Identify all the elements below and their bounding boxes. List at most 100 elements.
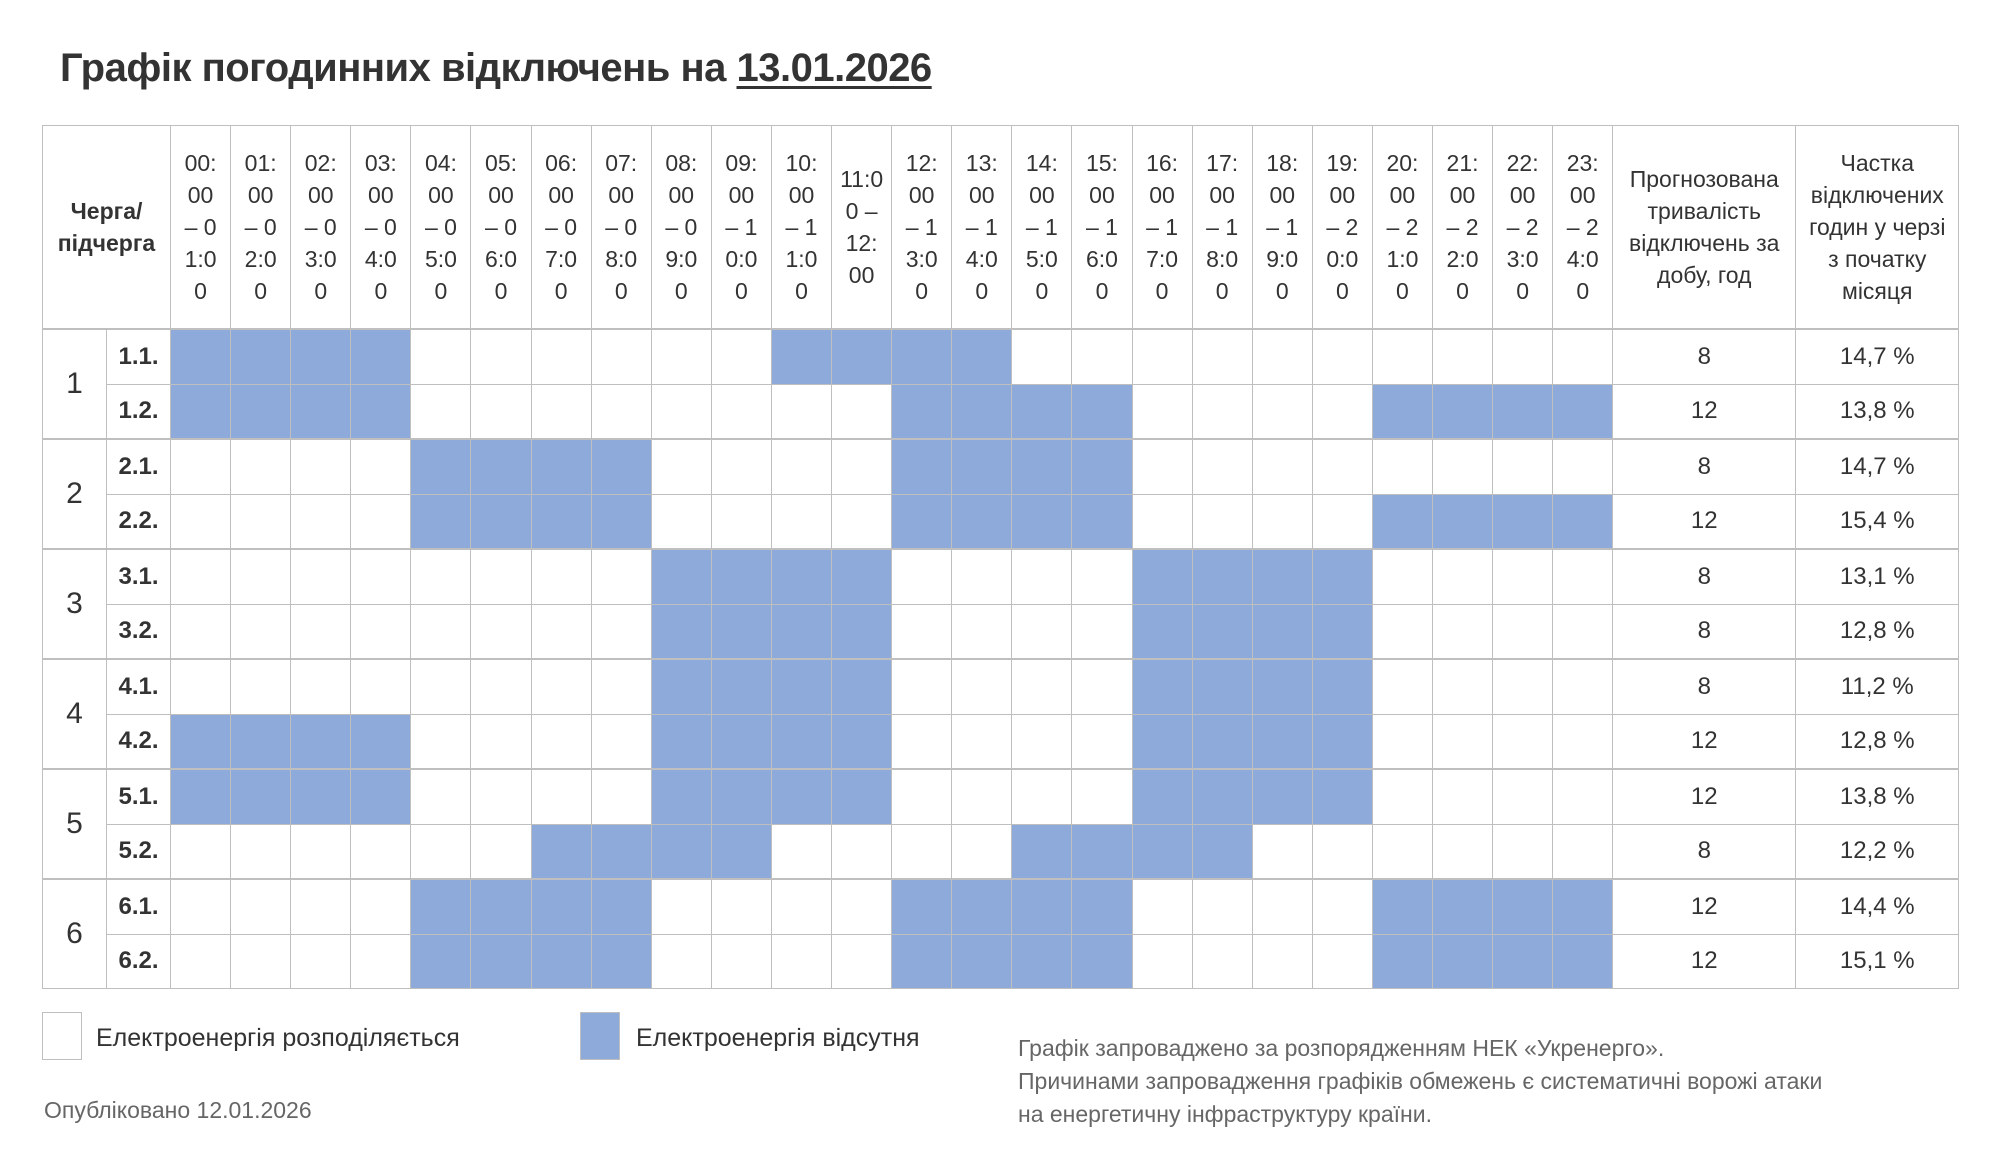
hour-cell-on bbox=[470, 548, 532, 605]
hour-cell-on bbox=[230, 438, 292, 495]
hour-cell-off bbox=[1191, 658, 1253, 715]
hour-cell-off bbox=[590, 493, 652, 550]
hour-cell-off bbox=[1311, 548, 1373, 605]
hour-cell-on bbox=[290, 548, 352, 605]
hour-header: 23:00 – 24:00 bbox=[1552, 125, 1614, 330]
hour-cell-on bbox=[590, 328, 652, 385]
hour-label: 06:00 – 07:00 bbox=[545, 150, 578, 304]
hour-cell-on bbox=[650, 438, 712, 495]
hour-cell-on bbox=[1191, 328, 1253, 385]
hour-cell-on bbox=[1371, 438, 1433, 495]
hour-cell-off bbox=[1431, 878, 1494, 935]
hour-cell-on bbox=[831, 878, 893, 935]
hour-header: 18:00 – 19:00 bbox=[1251, 125, 1313, 330]
hour-cell-on bbox=[1251, 823, 1313, 880]
hour-cell-on bbox=[530, 768, 592, 825]
legend-swatch-on bbox=[42, 1012, 82, 1060]
hour-cell-off bbox=[831, 603, 893, 660]
hour-cell-on bbox=[1311, 328, 1373, 385]
queue-number: 1 bbox=[42, 328, 107, 440]
hour-cell-on bbox=[170, 823, 232, 880]
page-title: Графік погодинних відключень на 13.01.20… bbox=[60, 46, 932, 91]
hour-cell-off bbox=[891, 493, 953, 550]
hour-cell-on bbox=[831, 438, 893, 495]
hour-header: 10:00 – 11:00 bbox=[770, 125, 833, 330]
hour-cell-off bbox=[1311, 768, 1373, 825]
hour-cell-on bbox=[410, 603, 472, 660]
hour-cell-off bbox=[1131, 823, 1193, 880]
hour-cell-off bbox=[650, 658, 712, 715]
hour-cell-on bbox=[410, 328, 472, 385]
hour-cell-on bbox=[951, 823, 1013, 880]
share-cell: 13,8 % bbox=[1795, 383, 1960, 440]
hour-cell-off bbox=[410, 878, 472, 935]
subqueue-label: 1.1. bbox=[105, 328, 172, 385]
hour-label: 22:00 – 23:00 bbox=[1506, 150, 1539, 304]
subqueue-label: 6.2. bbox=[105, 933, 172, 989]
hour-cell-on bbox=[350, 493, 412, 550]
hour-cell-off bbox=[831, 548, 893, 605]
hour-cell-on bbox=[1191, 438, 1253, 495]
queue-header: Черга/ підчерга bbox=[41, 125, 172, 330]
hour-cell-off bbox=[951, 493, 1013, 550]
hour-cell-on bbox=[831, 933, 893, 989]
hour-cell-off bbox=[891, 878, 953, 935]
hour-cell-on bbox=[1071, 768, 1133, 825]
hour-cell-off bbox=[1251, 548, 1313, 605]
hour-cell-on bbox=[1371, 658, 1433, 715]
hour-label: 00:00 – 01:00 bbox=[184, 150, 217, 304]
hour-cell-on bbox=[590, 768, 652, 825]
hour-cell-on bbox=[951, 713, 1013, 770]
queue-number: 2 bbox=[42, 438, 107, 550]
hour-cell-on bbox=[590, 658, 652, 715]
hour-cell-off bbox=[1251, 603, 1313, 660]
hour-cell-on bbox=[1431, 328, 1494, 385]
hour-cell-on bbox=[1492, 438, 1554, 495]
table-row: 4 4.1. 8 11,2 % bbox=[42, 658, 1960, 770]
hour-cell-on bbox=[1251, 933, 1313, 989]
hour-cell-off bbox=[951, 933, 1013, 989]
hour-cell-on bbox=[470, 383, 532, 440]
table-row: 2 2.1. 8 14,7 % bbox=[42, 438, 1960, 550]
hour-cell-off bbox=[1011, 878, 1073, 935]
hour-cell-on bbox=[530, 548, 592, 605]
hour-cell-off bbox=[891, 933, 953, 989]
hour-cell-on bbox=[530, 713, 592, 770]
hour-cell-on bbox=[1251, 328, 1313, 385]
hour-cell-on bbox=[1552, 548, 1614, 605]
hour-cell-off bbox=[1552, 493, 1614, 550]
hour-cell-on bbox=[891, 713, 953, 770]
hour-cell-on bbox=[1251, 383, 1313, 440]
hour-cell-off bbox=[230, 713, 292, 770]
hour-cell-on bbox=[770, 438, 833, 495]
hour-cell-on bbox=[170, 658, 232, 715]
hour-cell-off bbox=[1311, 713, 1373, 770]
hour-cell-off bbox=[1131, 658, 1193, 715]
hour-cell-off bbox=[1492, 933, 1554, 989]
hour-header: 08:00 – 09:00 bbox=[650, 125, 712, 330]
hour-cell-on bbox=[1371, 328, 1433, 385]
hour-cell-on bbox=[1071, 548, 1133, 605]
hour-cell-on bbox=[230, 603, 292, 660]
subqueue-label: 1.2. bbox=[105, 383, 172, 440]
hour-cell-on bbox=[170, 933, 232, 989]
hour-cell-on bbox=[1552, 823, 1614, 880]
hour-header: 05:00 – 06:00 bbox=[470, 125, 532, 330]
hour-cell-off bbox=[470, 933, 532, 989]
hour-cell-off bbox=[770, 658, 833, 715]
hour-cell-on bbox=[1371, 548, 1433, 605]
hour-cell-on bbox=[1431, 713, 1494, 770]
hour-cell-on bbox=[1251, 438, 1313, 495]
hour-cell-on bbox=[831, 823, 893, 880]
hour-cell-on bbox=[290, 603, 352, 660]
table-row: 6.2. 12 15,1 % bbox=[43, 933, 1960, 989]
hour-cell-off bbox=[1011, 933, 1073, 989]
hour-header: 06:00 – 07:00 bbox=[530, 125, 592, 330]
hour-cell-off bbox=[770, 328, 833, 385]
hour-cell-off bbox=[290, 768, 352, 825]
footnote: Графік запроваджено за розпорядженням НЕ… bbox=[1018, 1032, 1822, 1131]
hour-cell-off bbox=[770, 603, 833, 660]
hour-cell-off bbox=[1552, 878, 1614, 935]
hour-label: 10:00 – 11:00 bbox=[785, 150, 818, 304]
hour-cell-on bbox=[290, 823, 352, 880]
